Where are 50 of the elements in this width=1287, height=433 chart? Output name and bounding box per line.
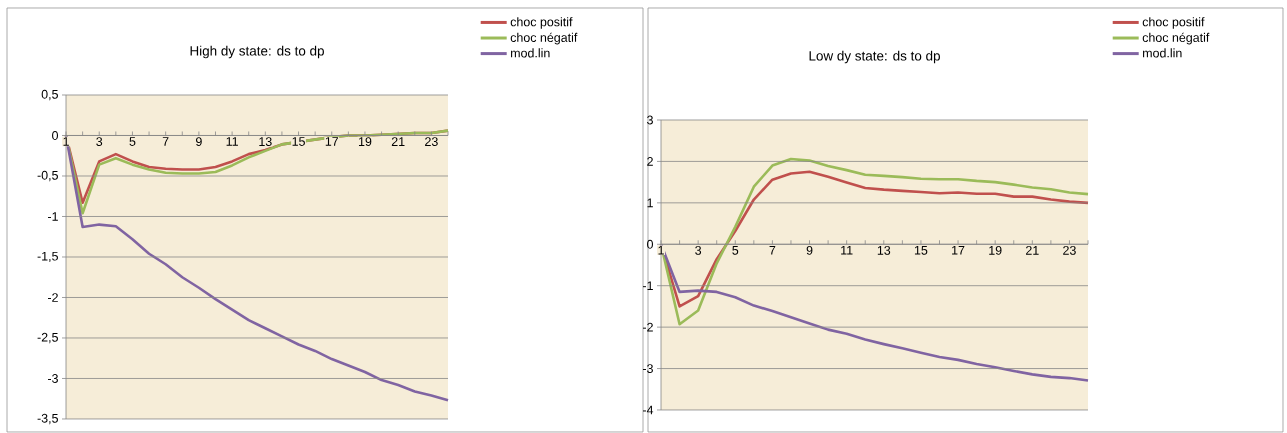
y-tick-label: -2 — [642, 322, 653, 332]
x-tick-label: 15 — [914, 245, 928, 255]
x-tick-label: 11 — [841, 245, 853, 255]
x-tick-label: 1 — [658, 245, 664, 255]
x-tick-label: 9 — [196, 137, 202, 147]
y-tick-label: 1 — [647, 198, 653, 208]
y-tick-label: -2 — [47, 293, 58, 302]
y-tick-label: -4 — [642, 405, 654, 415]
x-tick-label: 7 — [769, 245, 776, 255]
legend-label: mod.lin — [1143, 48, 1182, 58]
x-tick-label: 3 — [695, 245, 702, 255]
y-tick-label: 2 — [647, 157, 653, 166]
x-tick-label: 5 — [129, 137, 136, 146]
x-tick-label: 11 — [226, 137, 238, 146]
y-tick-label: 0,5 — [41, 89, 58, 101]
chart-title: Low dy state: ds to dp — [809, 50, 940, 64]
y-tick-label: 3 — [647, 115, 653, 125]
line-series — [659, 157, 1090, 326]
x-tick-label: 9 — [806, 245, 813, 255]
x-tick-label: 1 — [63, 137, 69, 146]
x-tick-label: 21 — [1026, 245, 1039, 255]
x-tick-label: 19 — [358, 137, 372, 147]
x-tick-label: 17 — [325, 137, 339, 146]
x-tick-label: 13 — [259, 137, 272, 147]
chart-title: High dy state: ds to dp — [190, 45, 324, 59]
x-tick-label: 19 — [989, 245, 1002, 255]
x-tick-label: 7 — [162, 137, 169, 146]
y-tick-label: 0 — [647, 239, 653, 249]
x-tick-label: 21 — [391, 137, 405, 146]
x-tick-label: 5 — [732, 245, 739, 255]
x-tick-label: 13 — [877, 245, 891, 255]
y-tick-label: -3 — [642, 364, 653, 373]
y-tick-label: -3,5 — [37, 413, 58, 425]
legend-label: choc négatif — [510, 32, 578, 45]
y-tick-label: -1,5 — [37, 251, 58, 263]
y-tick-label: -1 — [642, 281, 653, 290]
x-tick-label: 23 — [1063, 245, 1076, 255]
y-tick-label: 0 — [52, 131, 59, 140]
legend-label: choc positif — [1142, 17, 1205, 29]
legend-label: choc négatif — [1142, 32, 1210, 45]
x-tick-label: 15 — [292, 137, 305, 146]
legend-label: choc positif — [510, 17, 573, 29]
y-tick-label: -1 — [47, 212, 58, 221]
x-tick-label: 17 — [952, 245, 965, 255]
y-tick-label: -3 — [47, 374, 58, 383]
legend-label: mod.lin — [511, 48, 550, 58]
x-tick-label: 3 — [96, 137, 103, 147]
y-tick-label: -2,5 — [37, 332, 58, 344]
x-tick-label: 23 — [425, 137, 438, 147]
y-tick-label: -0,5 — [37, 170, 58, 182]
